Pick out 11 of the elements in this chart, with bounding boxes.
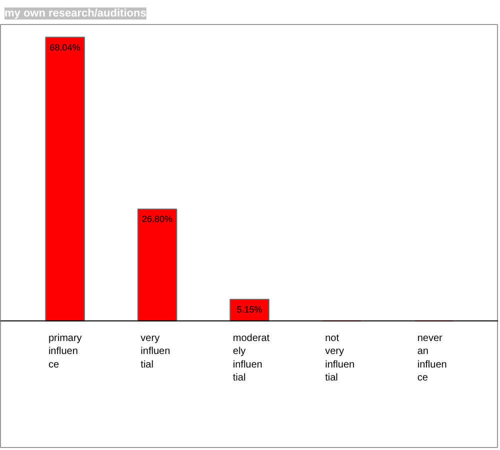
bar	[137, 208, 178, 322]
data-label: 5.15%	[236, 304, 262, 314]
x-tick-label: moderately influential	[232, 332, 270, 384]
bar	[45, 36, 85, 322]
x-tick-label: very influential	[140, 332, 170, 370]
x-tick-label: not very influential	[325, 332, 355, 384]
data-label: 26.80%	[142, 214, 173, 224]
x-tick-label: primary influence	[48, 332, 82, 370]
x-tick-label: never an influence	[417, 332, 447, 384]
chart-title: my own research/auditions	[4, 8, 146, 20]
data-label: 68.04%	[50, 42, 80, 52]
